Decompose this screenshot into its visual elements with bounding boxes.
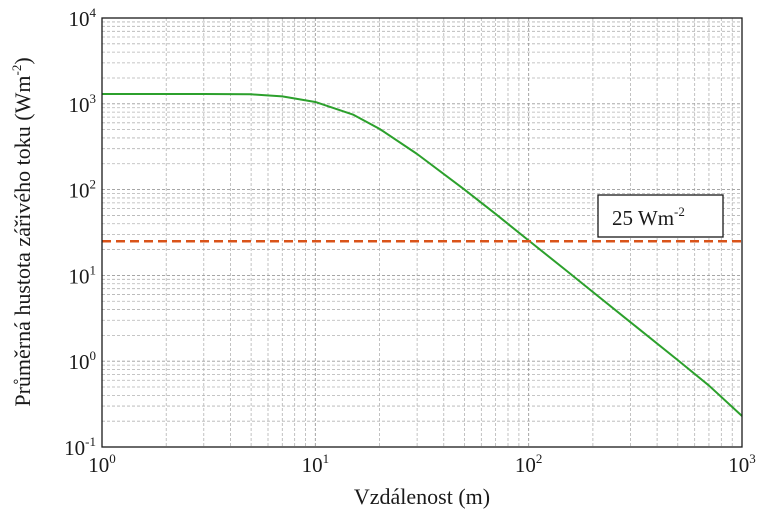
y-tick-label: 104 (69, 5, 97, 31)
series-line (102, 93, 743, 417)
x-tick-label: 103 (728, 451, 756, 477)
y-tick-label: 101 (69, 262, 97, 288)
y-tick-label: 10-1 (64, 434, 96, 460)
x-tick-label: 101 (302, 451, 330, 477)
annotation-layer: 25 Wm-2 (597, 194, 724, 238)
annotation-box (597, 194, 724, 238)
x-tick-label: 102 (515, 451, 543, 477)
y-tick-labels: 10-1 100 101 102 103 104 (64, 5, 96, 460)
major-grid (102, 18, 742, 447)
series-layer (102, 93, 743, 417)
x-axis-title: Vzdálenost (m) (354, 484, 490, 509)
y-axis-title: Průměrná hustota zářivého toku (Wm-2) (9, 57, 35, 406)
plot-frame (101, 17, 743, 448)
y-tick-label: 103 (69, 91, 97, 117)
annotation-text: 25 Wm-2 (612, 204, 685, 230)
minor-grid (102, 18, 742, 447)
y-tick-label: 100 (69, 348, 97, 374)
x-tick-label: 100 (88, 451, 116, 477)
y-tick-label: 102 (69, 177, 97, 203)
x-tick-labels: 100 101 102 103 (88, 451, 756, 477)
